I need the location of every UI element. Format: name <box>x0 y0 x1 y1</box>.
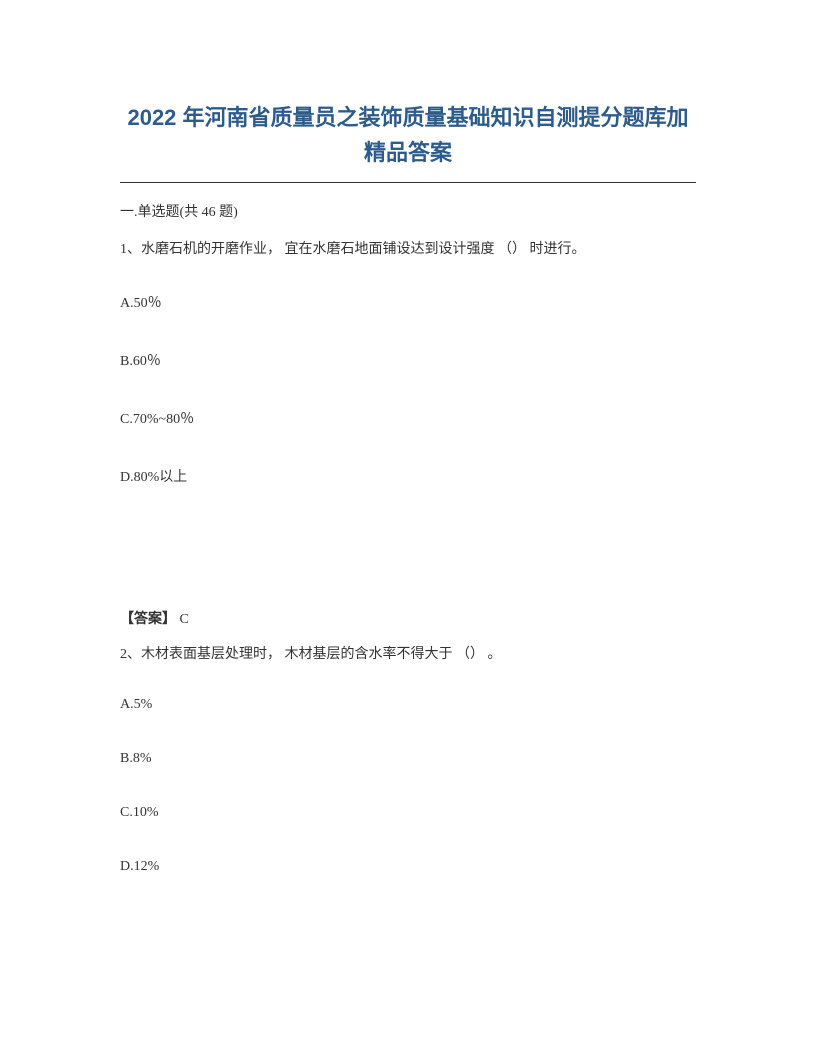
question-1-text: 1、水磨石机的开磨作业， 宜在水磨石地面铺设达到设计强度 （） 时进行。 <box>120 239 696 260</box>
question-1-option-d: D.80%以上 <box>120 466 696 486</box>
question-2-option-a: A.5% <box>120 697 696 713</box>
question-2-option-b: B.8% <box>120 751 696 767</box>
section-header: 一.单选题(共 46 题) <box>120 201 696 221</box>
title-divider <box>120 182 696 183</box>
question-2-option-c: C.10% <box>120 805 696 821</box>
spacer <box>120 498 696 608</box>
question-1-option-a: A.50％ <box>120 292 696 312</box>
question-1-option-c: C.70%~80％ <box>120 408 696 428</box>
answer-label: 【答案】 <box>120 612 176 627</box>
question-1-option-b: B.60％ <box>120 350 696 370</box>
question-2-text: 2、木材表面基层处理时， 木材基层的含水率不得大于 （） 。 <box>120 644 696 665</box>
answer-value: C <box>176 612 189 627</box>
document-title: 2022 年河南省质量员之装饰质量基础知识自测提分题库加精品答案 <box>120 100 696 170</box>
question-1-answer: 【答案】 C <box>120 608 696 628</box>
question-2-option-d: D.12% <box>120 859 696 875</box>
